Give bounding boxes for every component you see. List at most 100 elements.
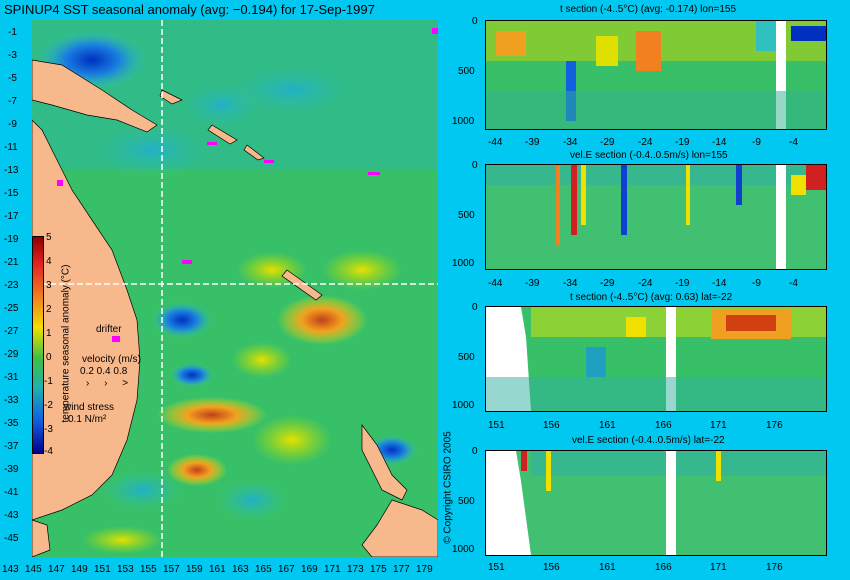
panel-4-plot [485, 450, 827, 556]
x-tick: 156 [543, 562, 560, 573]
lat-tick: -25 [4, 303, 19, 314]
lon-tick: 151 [94, 564, 111, 575]
colorbar-tick: 2 [46, 304, 52, 315]
y-tick: 0 [472, 16, 478, 27]
lon-tick: 155 [140, 564, 157, 575]
panel-4-title: vel.E section (-0.4..0.5m/s) lat=-22 [572, 435, 725, 446]
main-title: SPINUP4 SST seasonal anomaly (avg: −0.19… [4, 2, 375, 17]
y-tick: 1000 [452, 544, 475, 555]
x-tick: -14 [712, 278, 727, 289]
lat-tick: -45 [4, 533, 19, 544]
x-tick: -44 [488, 278, 503, 289]
x-tick: -34 [563, 137, 578, 148]
panel-3-title: t section (-4..5°C) (avg: 0.63) lat=-22 [570, 292, 733, 303]
lon-tick: 159 [186, 564, 203, 575]
lat-tick: -37 [4, 441, 19, 452]
y-tick: 500 [458, 496, 475, 507]
colorbar-tick: 4 [46, 256, 52, 267]
lat-tick: -43 [4, 510, 19, 521]
colorbar-tick: 5 [46, 232, 52, 243]
x-tick: 176 [766, 562, 783, 573]
colorbar-tick: -4 [44, 446, 53, 457]
panel-2-field [486, 165, 826, 269]
x-tick: 161 [599, 562, 616, 573]
lon-tick: 157 [163, 564, 180, 575]
y-tick: 500 [458, 210, 475, 221]
lon-tick: 167 [278, 564, 295, 575]
panel-1-field [486, 21, 826, 129]
map-canvas [31, 20, 439, 558]
lon-tick: 145 [25, 564, 42, 575]
wind-label: wind stress [64, 402, 115, 413]
lat-tick: -15 [4, 188, 19, 199]
velocity-scale: 0.2 0.4 0.8 [80, 366, 128, 377]
x-tick: -19 [675, 278, 690, 289]
y-tick: 1000 [452, 116, 475, 127]
y-tick: 1000 [452, 400, 475, 411]
lon-tick: 171 [324, 564, 341, 575]
lat-tick: -19 [4, 234, 19, 245]
x-tick: 151 [488, 562, 505, 573]
lat-tick: -17 [4, 211, 19, 222]
lat-tick: -39 [4, 464, 19, 475]
x-tick: 166 [655, 420, 672, 431]
lon-tick: 147 [48, 564, 65, 575]
lon-tick: 177 [393, 564, 410, 575]
wind-scale: 0.1 N/m² [68, 414, 107, 425]
lat-tick: -27 [4, 326, 19, 337]
x-tick: 151 [488, 420, 505, 431]
lat-tick: -11 [4, 142, 18, 153]
drifter-label: drifter [96, 324, 122, 335]
velocity-arrows-icon: › › > [86, 378, 135, 389]
copyright-notice: © Copyright CSIRO 2005 [442, 431, 454, 544]
land-new-guinea [31, 59, 158, 133]
panel-3-field [486, 307, 826, 411]
panel-1-title: t section (-4..5°C) (avg: -0.174) lon=15… [560, 4, 737, 15]
land-australia [31, 119, 141, 521]
land-tasmania [31, 519, 51, 558]
velocity-label: velocity (m/s) [82, 354, 141, 365]
lon-tick: 179 [416, 564, 433, 575]
lon-tick: 153 [117, 564, 134, 575]
panel-1-plot [485, 20, 827, 130]
land-new-caledonia [281, 269, 323, 301]
panel-2-title: vel.E section (-0.4..0.5m/s) lon=155 [570, 150, 728, 161]
colorbar [32, 236, 44, 454]
x-tick: -39 [525, 137, 540, 148]
anomaly-features [37, 30, 417, 554]
x-tick: -34 [563, 278, 578, 289]
x-tick: -9 [752, 137, 761, 148]
sst-anomaly-map [31, 20, 439, 558]
lon-tick: 161 [209, 564, 226, 575]
y-tick: 0 [472, 446, 478, 457]
lat-tick: -33 [4, 395, 19, 406]
lon-tick: 175 [370, 564, 387, 575]
x-tick: 171 [710, 420, 727, 431]
lat-tick: -35 [4, 418, 19, 429]
panel-2-plot [485, 164, 827, 270]
colorbar-tick: 1 [46, 328, 52, 339]
x-tick: -14 [712, 137, 727, 148]
x-tick: -29 [600, 278, 615, 289]
x-tick: -24 [638, 137, 653, 148]
lon-tick: 169 [301, 564, 318, 575]
x-tick: 156 [543, 420, 560, 431]
x-tick: -4 [789, 278, 798, 289]
drifter-legend-icon [112, 336, 120, 342]
x-tick: -9 [752, 278, 761, 289]
lat-tick: -29 [4, 349, 19, 360]
colorbar-tick: -1 [44, 376, 53, 387]
x-tick: -4 [789, 137, 798, 148]
y-tick: 0 [472, 160, 478, 171]
y-tick: 1000 [452, 258, 475, 269]
lat-tick: -7 [8, 96, 17, 107]
copyright-notice-container: © Copyright CSIRO 2005 [440, 420, 454, 560]
x-tick: -29 [600, 137, 615, 148]
y-tick: 500 [458, 66, 475, 77]
lon-tick: 165 [255, 564, 272, 575]
x-tick: -39 [525, 278, 540, 289]
x-tick: 166 [655, 562, 672, 573]
lon-tick: 173 [347, 564, 364, 575]
lat-tick: -9 [8, 119, 17, 130]
y-tick: 0 [472, 302, 478, 313]
